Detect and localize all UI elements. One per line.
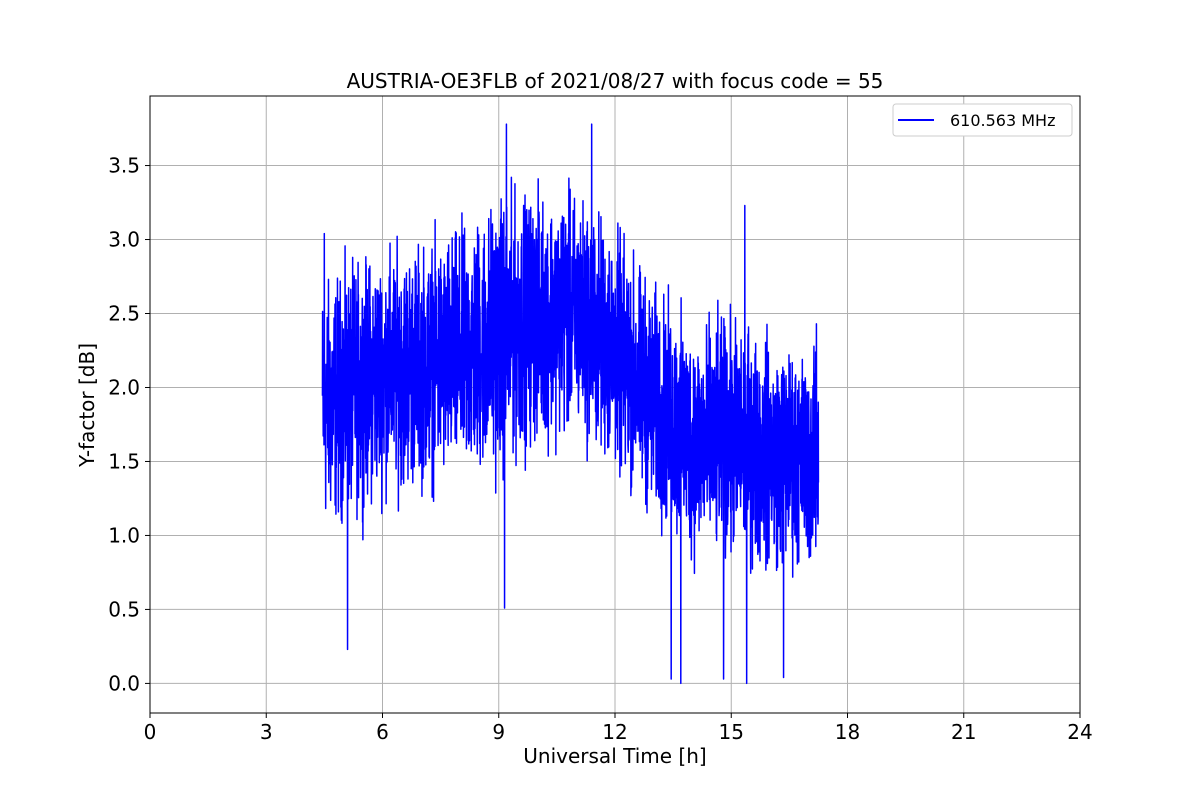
series-group	[321, 123, 820, 685]
x-tick-label: 9	[492, 720, 505, 744]
x-tick-label: 0	[144, 720, 157, 744]
series-line	[321, 123, 820, 685]
chart-title: AUSTRIA-OE3FLB of 2021/08/27 with focus …	[347, 69, 884, 93]
legend: 610.563 MHz	[892, 103, 1073, 137]
y-tick-label: 2.5	[108, 302, 140, 326]
x-axis: 0 3 6 9 12 15 18 21 24	[144, 713, 1093, 744]
y-tick-label: 0.0	[108, 671, 140, 695]
y-tick-label: 3.0	[108, 228, 140, 252]
y-tick-label: 1.0	[108, 523, 140, 547]
x-axis-label: Universal Time [h]	[523, 744, 706, 768]
x-tick-label: 15	[719, 720, 744, 744]
x-tick-label: 6	[376, 720, 389, 744]
x-tick-label: 24	[1067, 720, 1092, 744]
x-tick-label: 3	[260, 720, 273, 744]
y-tick-label: 0.5	[108, 597, 140, 621]
y-tick-label: 3.5	[108, 154, 140, 178]
y-axis: 0.0 0.5 1.0 1.5 2.0 2.5 3.0 3.5	[108, 154, 150, 695]
legend-label: 610.563 MHz	[950, 111, 1055, 130]
x-tick-label: 21	[951, 720, 976, 744]
legend-box	[892, 103, 1073, 137]
x-tick-label: 18	[835, 720, 860, 744]
y-tick-label: 2.0	[108, 375, 140, 399]
x-tick-label: 12	[602, 720, 627, 744]
y-tick-label: 1.5	[108, 449, 140, 473]
y-axis-label: Y-factor [dB]	[75, 343, 99, 468]
